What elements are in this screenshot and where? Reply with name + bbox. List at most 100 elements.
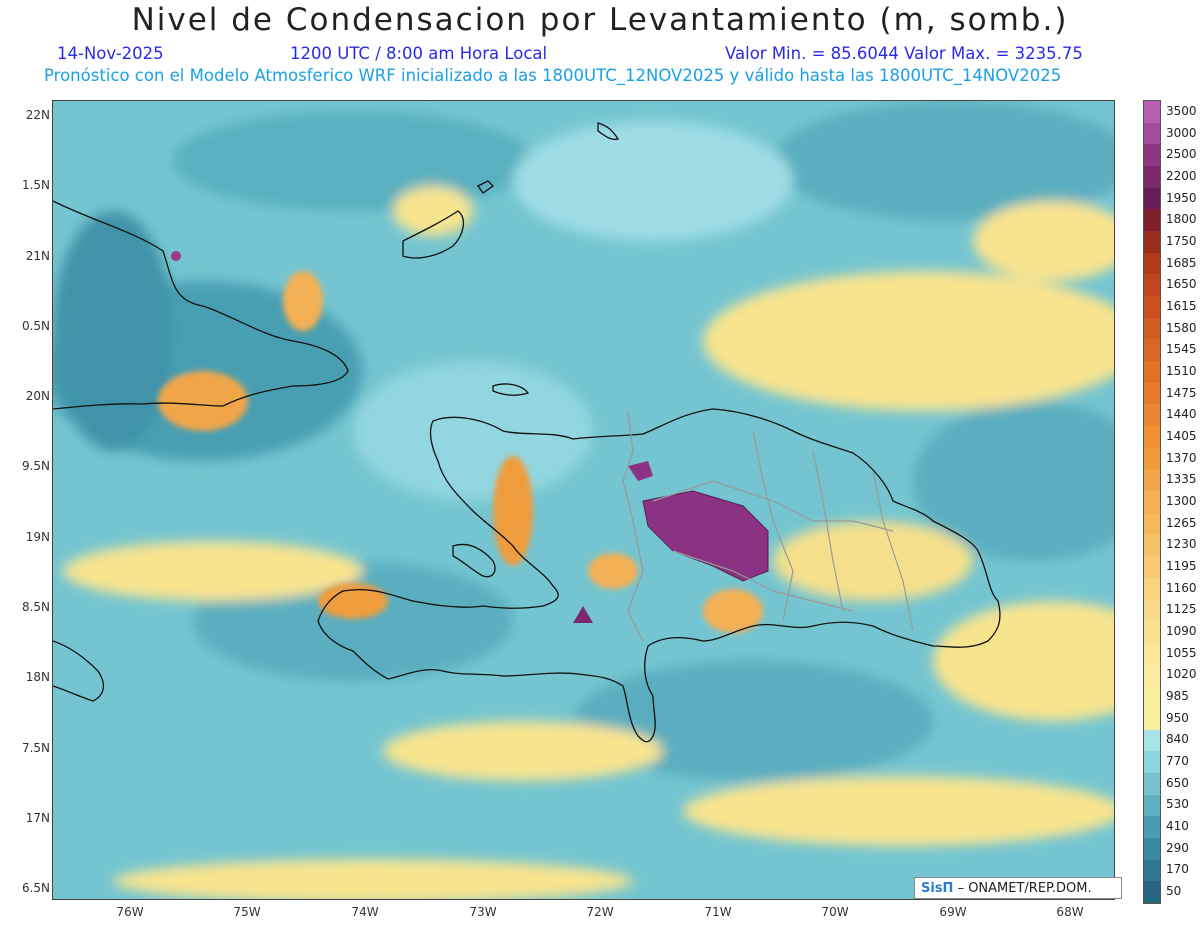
high-lcl-dot bbox=[171, 251, 181, 261]
legend-label: 1615 bbox=[1166, 298, 1197, 313]
coastlines bbox=[53, 122, 1001, 743]
x-axis-label: 76W bbox=[116, 905, 144, 919]
field-shading bbox=[53, 101, 1114, 899]
legend-label: 1685 bbox=[1166, 255, 1197, 270]
legend-swatch bbox=[1144, 881, 1160, 904]
legend-label: 1370 bbox=[1166, 450, 1197, 465]
y-axis-label: 18N bbox=[25, 670, 50, 684]
x-axis-label: 68W bbox=[1056, 905, 1084, 919]
legend-label: 1650 bbox=[1166, 277, 1197, 292]
x-axis-label: 74W bbox=[351, 905, 379, 919]
y-axis-label: 0.5N bbox=[21, 319, 50, 333]
legend-label: 1335 bbox=[1166, 472, 1197, 487]
x-axis-label: 71W bbox=[704, 905, 732, 919]
legend-swatch bbox=[1144, 166, 1160, 189]
legend-swatch bbox=[1144, 729, 1160, 752]
legend-label: 170 bbox=[1166, 862, 1189, 877]
legend-label: 1125 bbox=[1166, 602, 1197, 617]
legend-label: 650 bbox=[1166, 775, 1189, 790]
time-label: 1200 UTC / 8:00 am Hora Local bbox=[290, 44, 548, 63]
legend-label: 1800 bbox=[1166, 212, 1197, 227]
legend-label: 3000 bbox=[1166, 125, 1197, 140]
legend-label: 985 bbox=[1166, 689, 1189, 704]
credit-box: SisΠ – ONAMET/REP.DOM. bbox=[914, 877, 1122, 899]
legend-swatch bbox=[1144, 794, 1160, 817]
legend-swatch bbox=[1144, 187, 1160, 210]
legend-label: 1545 bbox=[1166, 342, 1197, 357]
legend-label: 840 bbox=[1166, 732, 1189, 747]
high-lcl-region bbox=[642, 490, 769, 582]
legend-label: 770 bbox=[1166, 754, 1189, 769]
legend-label: 2500 bbox=[1166, 147, 1197, 162]
legend-swatch bbox=[1144, 556, 1160, 579]
legend-swatch bbox=[1144, 426, 1160, 449]
map-panel bbox=[52, 100, 1115, 900]
legend-label: 1580 bbox=[1166, 320, 1197, 335]
legend-swatch bbox=[1144, 144, 1160, 167]
legend-swatch bbox=[1144, 512, 1160, 535]
y-axis-label: 9.5N bbox=[21, 459, 50, 473]
legend-swatch bbox=[1144, 859, 1160, 882]
x-axis-label: 73W bbox=[469, 905, 497, 919]
legend-swatch bbox=[1144, 339, 1160, 362]
x-axis-label: 72W bbox=[586, 905, 614, 919]
y-axis-label: 7.5N bbox=[21, 741, 50, 755]
orange-shading bbox=[158, 271, 763, 633]
legend-swatch bbox=[1144, 361, 1160, 384]
y-axis-label: 21N bbox=[25, 249, 50, 263]
legend-label: 1090 bbox=[1166, 624, 1197, 639]
legend-swatch bbox=[1144, 707, 1160, 731]
legend-swatch bbox=[1144, 751, 1160, 774]
legend-label: 1160 bbox=[1166, 580, 1197, 595]
y-axis-label: 17N bbox=[25, 811, 50, 825]
y-axis-label: 19N bbox=[25, 530, 50, 544]
legend-label: 50 bbox=[1166, 884, 1182, 899]
legend-label: 1300 bbox=[1166, 494, 1197, 508]
legend-label: 1020 bbox=[1166, 667, 1197, 682]
y-axis-label: 8.5N bbox=[21, 600, 50, 614]
legend-swatch bbox=[1144, 534, 1160, 557]
legend-label: 410 bbox=[1166, 819, 1189, 834]
y-axis-label: 22N bbox=[25, 108, 50, 122]
y-axis-label: 20N bbox=[25, 389, 50, 403]
legend-label: 1475 bbox=[1166, 385, 1197, 400]
high-lcl-spot bbox=[628, 461, 653, 481]
province-borders bbox=[622, 410, 914, 642]
legend-label: 530 bbox=[1166, 797, 1189, 812]
y-axis-label: 6.5N bbox=[21, 881, 50, 895]
legend-swatch bbox=[1144, 274, 1160, 297]
lcl-map bbox=[53, 101, 1114, 899]
legend-swatch bbox=[1144, 469, 1160, 492]
legend-swatch bbox=[1144, 621, 1160, 644]
legend-swatch bbox=[1144, 101, 1160, 124]
forecast-label: Pronóstico con el Modelo Atmosferico WRF… bbox=[44, 66, 1062, 85]
legend-label: 1265 bbox=[1166, 515, 1197, 530]
legend-label: 1405 bbox=[1166, 428, 1197, 443]
date-label: 14-Nov-2025 bbox=[57, 44, 164, 63]
legend-swatch bbox=[1144, 491, 1160, 514]
sispi-logo: SisΠ bbox=[921, 881, 954, 896]
color-legend bbox=[1143, 100, 1161, 904]
legend-swatch bbox=[1144, 209, 1160, 232]
credit-text: – ONAMET/REP.DOM. bbox=[953, 881, 1092, 896]
legend-swatch bbox=[1144, 296, 1160, 319]
legend-swatch bbox=[1144, 382, 1160, 405]
legend-label: 1950 bbox=[1166, 190, 1197, 205]
legend-label: 1440 bbox=[1166, 407, 1197, 422]
legend-swatch bbox=[1144, 642, 1160, 666]
legend-swatch bbox=[1144, 317, 1160, 340]
legend-swatch bbox=[1144, 252, 1160, 275]
high-lcl-spot-2 bbox=[573, 606, 593, 623]
legend-swatch bbox=[1144, 816, 1160, 839]
chart-title: Nivel de Condensacion por Levantamiento … bbox=[131, 2, 1069, 38]
legend-swatch bbox=[1144, 577, 1160, 601]
x-axis-label: 70W bbox=[821, 905, 849, 919]
legend-swatch bbox=[1144, 686, 1160, 709]
legend-label: 950 bbox=[1166, 710, 1189, 725]
legend-label: 1055 bbox=[1166, 645, 1197, 660]
legend-label: 3500 bbox=[1166, 103, 1197, 118]
legend-swatch bbox=[1144, 404, 1160, 427]
legend-label: 1510 bbox=[1166, 363, 1197, 378]
legend-label: 290 bbox=[1166, 840, 1189, 855]
minmax-label: Valor Min. = 85.6044 Valor Max. = 3235.7… bbox=[725, 44, 1083, 63]
